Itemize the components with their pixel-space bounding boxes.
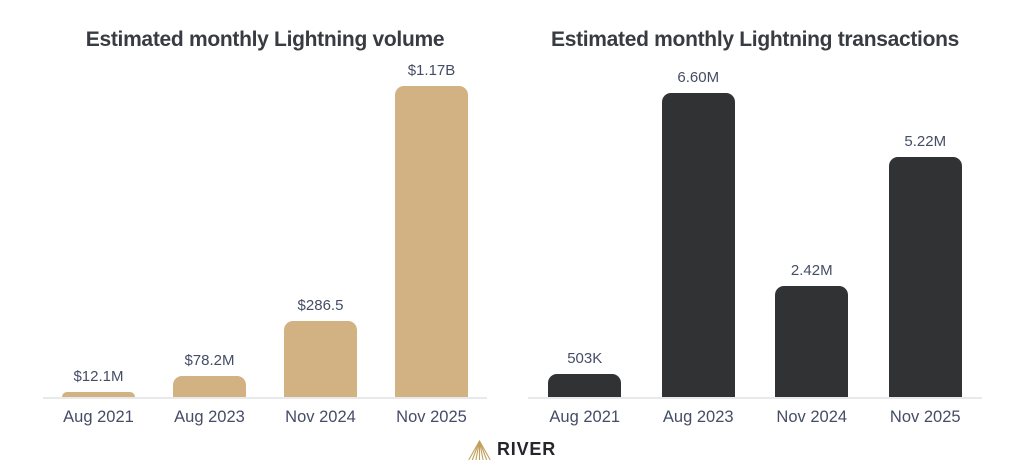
x-tick-label: Nov 2024 xyxy=(285,408,356,426)
volume-chart-title: Estimated monthly Lightning volume xyxy=(85,28,445,51)
transactions-plot-area: 503K 6.60M 2.42M 5.22M xyxy=(528,57,982,399)
transactions-bar-aug-2023 xyxy=(661,93,735,397)
transactions-column-aug-2023: 6.60M xyxy=(642,57,756,397)
volume-value-label: $12.1M xyxy=(73,368,124,385)
x-tick-label: Nov 2025 xyxy=(889,408,961,426)
river-logo: RIVER xyxy=(0,439,1024,460)
volume-column-nov-2025: $1.17B xyxy=(376,57,487,397)
transactions-bar-nov-2024 xyxy=(775,285,849,397)
transactions-column-nov-2025: 5.22M xyxy=(869,57,983,397)
volume-column-aug-2021: $12.1M xyxy=(43,57,154,397)
volume-value-label: $1.17B xyxy=(407,62,456,79)
volume-x-axis: Aug 2021 Aug 2023 Nov 2024 Nov 2025 xyxy=(43,408,487,427)
transactions-bar-aug-2021 xyxy=(548,373,622,397)
x-tick-label: Nov 2024 xyxy=(776,408,848,426)
volume-chart: Estimated monthly Lightning volume $12.1… xyxy=(43,0,487,467)
transactions-value-label: 5.22M xyxy=(904,132,947,150)
transactions-column-nov-2024: 2.42M xyxy=(755,57,869,397)
volume-value-label: $286.5 xyxy=(297,296,344,314)
volume-bar-nov-2024 xyxy=(284,320,357,397)
volume-bar-nov-2025 xyxy=(395,86,468,397)
x-tick-label: Aug 2023 xyxy=(662,408,734,426)
transactions-bar-nov-2025 xyxy=(888,156,962,397)
transactions-chart: Estimated monthly Lightning transactions… xyxy=(528,0,982,467)
volume-column-aug-2023: $78.2M xyxy=(154,57,265,397)
volume-column-nov-2024: $286.5 xyxy=(265,57,376,397)
volume-bar-aug-2023 xyxy=(173,376,246,397)
volume-plot-area: $12.1M $78.2M $286.5 $1.17B xyxy=(43,57,487,399)
transactions-column-aug-2021: 503K xyxy=(528,57,642,397)
river-mountain-fan-icon xyxy=(468,439,491,460)
x-tick-label: Aug 2021 xyxy=(549,408,621,426)
x-tick-label: Aug 2023 xyxy=(174,408,245,426)
transactions-value-label: 2.42M xyxy=(790,261,833,279)
river-brand-text: RIVER xyxy=(496,439,556,459)
transactions-x-axis: Aug 2021 Aug 2023 Nov 2024 Nov 2025 xyxy=(528,408,982,427)
volume-value-label: $78.2M xyxy=(184,352,235,370)
x-tick-label: Nov 2025 xyxy=(396,408,467,426)
transactions-value-label: 503K xyxy=(567,349,603,367)
x-tick-label: Aug 2021 xyxy=(63,408,134,426)
volume-bar-aug-2021 xyxy=(62,392,135,397)
transactions-chart-title: Estimated monthly Lightning transactions xyxy=(550,28,960,51)
transactions-value-label: 6.60M xyxy=(677,69,720,86)
